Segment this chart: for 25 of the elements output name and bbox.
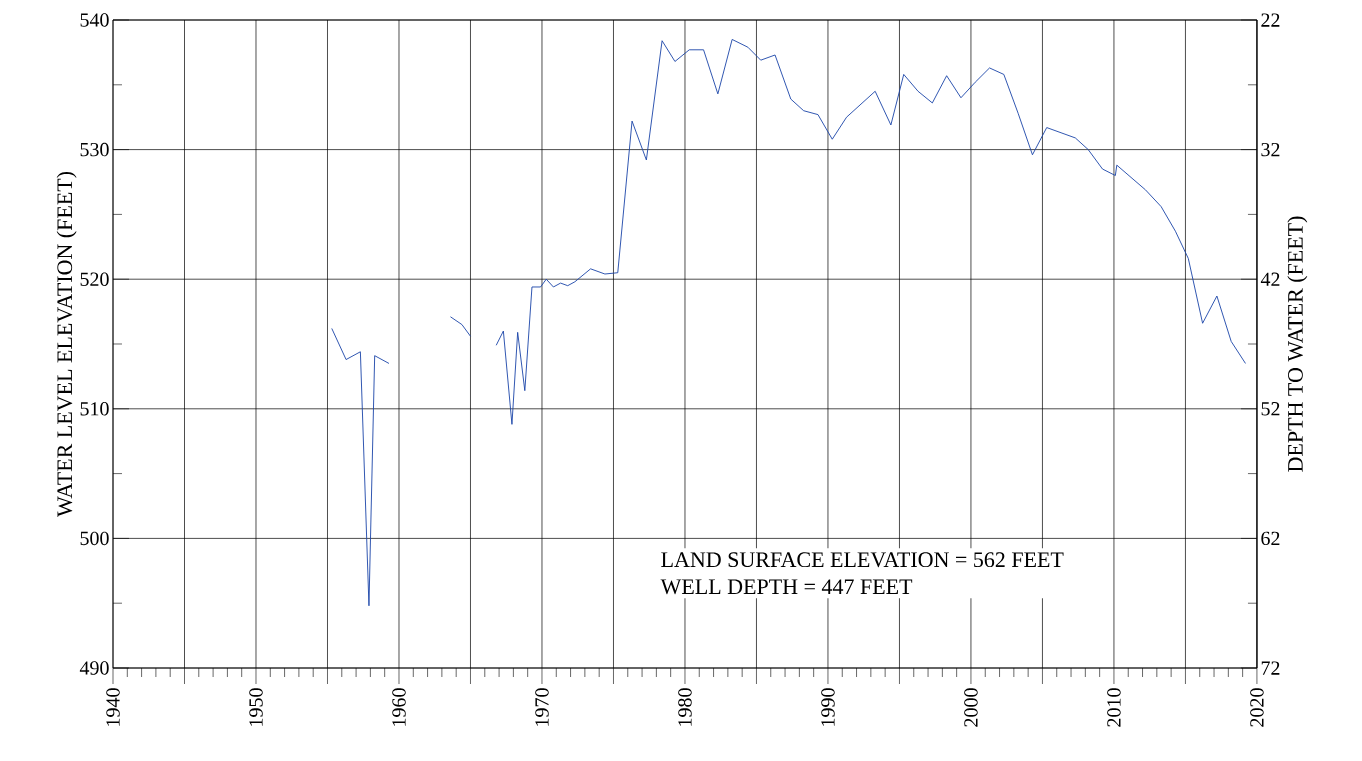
y2-tick-label: 52 xyxy=(1261,402,1280,416)
y2-tick-label: 62 xyxy=(1261,531,1280,546)
x-tick-label: 1950 xyxy=(249,688,263,726)
y-tick-label: 500 xyxy=(80,531,109,546)
y2-tick-label: 42 xyxy=(1260,272,1280,286)
y-axis-title: WATER LEVEL ELEVATION (FEET) xyxy=(56,171,77,517)
x-tick-label: 1940 xyxy=(106,688,120,726)
y2-tick-label: 32 xyxy=(1261,142,1280,157)
y2-tick-label: 22 xyxy=(1261,13,1280,27)
annotation: LAND SURFACE ELEVATION = 562 FEET xyxy=(661,552,1064,568)
y-tick-label: 490 xyxy=(79,661,109,675)
x-tick-label: 1980 xyxy=(678,688,692,726)
y-tick-label: 520 xyxy=(80,272,109,286)
x-tick-label: 2000 xyxy=(964,688,978,727)
y-tick-label: 540 xyxy=(80,13,109,27)
x-tick-label: 1990 xyxy=(821,688,835,726)
x-tick-label: 2010 xyxy=(1107,688,1121,727)
y-tick-label: 530 xyxy=(80,142,109,157)
y2-axis-title: DEPTH TO WATER (FEET) xyxy=(1287,216,1308,472)
y2-tick-label: 72 xyxy=(1261,661,1280,675)
x-tick-label: 1970 xyxy=(535,688,549,726)
x-tick-label: 1960 xyxy=(392,688,406,726)
annotation: WELL DEPTH = 447 FEET xyxy=(660,579,913,595)
x-tick-label: 2020 xyxy=(1250,688,1264,727)
y-tick-label: 510 xyxy=(80,402,109,416)
